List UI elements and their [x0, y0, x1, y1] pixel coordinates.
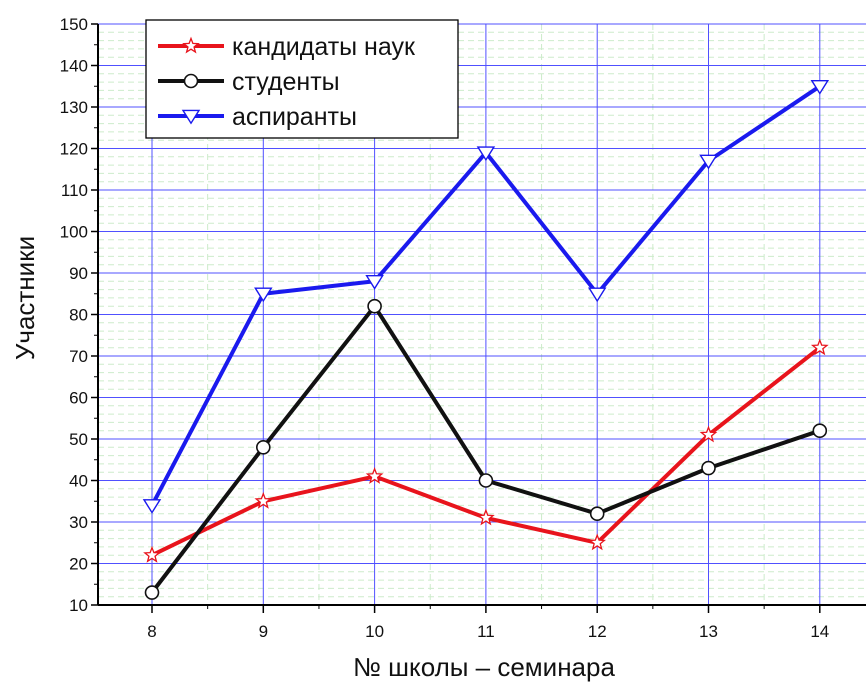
- y-tick-label: 20: [69, 555, 88, 574]
- data-point: [367, 298, 382, 314]
- y-tick-label: 60: [69, 389, 88, 408]
- x-tick-label: 8: [147, 622, 156, 641]
- y-axis-title: Участники: [10, 236, 40, 360]
- data-point: [699, 154, 718, 170]
- legend-label: кандидаты наук: [232, 33, 416, 61]
- y-tick-label: 90: [69, 264, 88, 283]
- data-point: [478, 473, 494, 488]
- y-tick-label: 30: [69, 513, 88, 532]
- data-point: [587, 287, 607, 303]
- y-tick-label: 100: [60, 223, 88, 242]
- data-point: [476, 146, 496, 162]
- axes: 10 20 30 40 50 60 70 80 90 100 110 120 130 140 150 8 9 10…: [60, 15, 866, 641]
- data-point: [477, 508, 495, 526]
- data-point: [589, 506, 605, 522]
- data-point: [701, 460, 716, 476]
- data-point: [142, 499, 162, 514]
- x-tick-label: 10: [365, 622, 384, 641]
- series-2: [144, 298, 828, 600]
- series-1: [143, 338, 829, 563]
- legend-marker: [183, 73, 199, 89]
- data-point: [810, 79, 830, 95]
- data-point: [810, 338, 829, 356]
- series-3: [142, 79, 830, 514]
- legend: кандидаты наук студенты аспиранты: [145, 19, 459, 139]
- y-tick-label: 130: [60, 98, 88, 117]
- data-point: [144, 585, 160, 600]
- x-axis-title: № школы – семинара: [353, 652, 615, 682]
- y-tick-label: 10: [69, 596, 88, 615]
- x-tick-label: 9: [259, 622, 268, 641]
- y-tick-label: 150: [60, 15, 88, 34]
- data-point: [699, 425, 718, 443]
- legend-label: аспиранты: [232, 103, 357, 131]
- series-group: [142, 79, 830, 600]
- data-point: [365, 275, 384, 290]
- y-tick-label: 40: [69, 472, 88, 491]
- x-tick-label: 14: [810, 622, 829, 641]
- y-tick-label: 50: [69, 430, 88, 449]
- legend-label: студенты: [232, 68, 340, 96]
- data-point: [812, 423, 828, 439]
- data-point: [143, 545, 161, 563]
- y-tick-label: 120: [60, 140, 88, 159]
- x-tick-label: 12: [588, 622, 607, 641]
- data-point: [588, 533, 607, 551]
- y-tick-label: 80: [69, 306, 88, 325]
- data-point: [254, 491, 273, 509]
- legend-marker: [181, 109, 201, 125]
- x-tick-label: 11: [477, 622, 495, 641]
- y-tick-label: 140: [60, 57, 88, 76]
- legend-marker: [182, 36, 200, 54]
- data-point: [365, 467, 384, 484]
- y-tick-label: 70: [69, 347, 88, 366]
- x-tick-label: 13: [699, 622, 718, 641]
- data-point: [254, 287, 273, 303]
- y-tick-label: 110: [61, 181, 88, 200]
- data-point: [255, 439, 271, 455]
